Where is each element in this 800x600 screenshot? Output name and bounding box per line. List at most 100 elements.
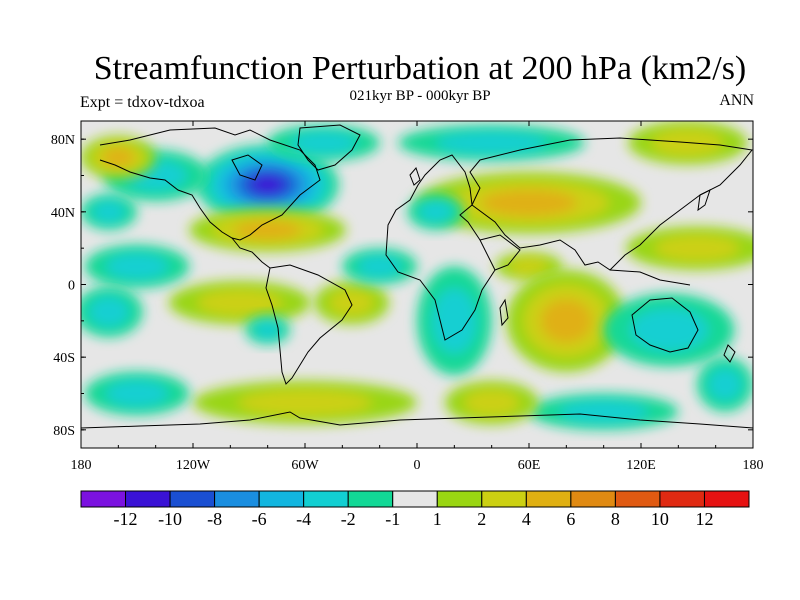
- field-contour: [234, 220, 302, 240]
- colorbar-label: 10: [651, 509, 669, 529]
- field-anomaly: [81, 135, 156, 180]
- field-anomaly: [342, 248, 417, 285]
- colorbar-swatch: [614, 490, 661, 508]
- colorbar-swatch: [570, 490, 616, 508]
- field-anomaly: [314, 280, 389, 325]
- lon-tick-label: 120E: [626, 458, 656, 473]
- colorbar-swatch: [436, 490, 483, 508]
- colorbar-label: 2: [477, 509, 486, 529]
- field-contour: [251, 175, 285, 194]
- coastlines: [81, 124, 753, 429]
- colorbar-swatch: [169, 490, 216, 508]
- field-contour: [290, 131, 358, 154]
- field-anomaly: [697, 357, 753, 412]
- colorbar-label: 6: [566, 509, 575, 529]
- field-anomaly: [168, 280, 311, 325]
- field-anomaly: [626, 226, 753, 270]
- field-contour: [435, 131, 548, 154]
- plot-subtitle: 021kyr BP - 000kyr BP: [349, 88, 491, 104]
- lat-tick-label: 0: [68, 279, 75, 294]
- lat-tick-label: 80S: [53, 424, 75, 439]
- coastline-antarctica: [81, 411, 753, 429]
- field-contour: [197, 289, 283, 316]
- field-contour: [540, 299, 592, 343]
- field-anomaly: [81, 193, 137, 230]
- colorbar-label: -10: [158, 509, 182, 529]
- colorbar-swatch: [481, 490, 527, 508]
- coastline-north-america: [99, 127, 321, 241]
- coastline-madagascar: [499, 298, 509, 327]
- field-anomaly: [445, 380, 539, 425]
- colorbar-swatch: [258, 490, 305, 508]
- season-label: ANN: [719, 92, 754, 109]
- colorbar-swatch: [659, 490, 705, 508]
- field-anomaly: [84, 371, 190, 416]
- experiment-label: Expt = tdxov-tdxoa: [80, 94, 205, 111]
- field-anomaly: [81, 286, 143, 338]
- colorbar-swatch: [125, 490, 171, 508]
- field-contour: [329, 289, 375, 316]
- field-contour: [237, 389, 373, 416]
- field-contour: [463, 389, 520, 416]
- field-anomaly: [196, 144, 339, 225]
- coastline-indonesia: [609, 269, 691, 286]
- colorbar-label: 4: [522, 509, 531, 529]
- field-anomaly: [398, 124, 585, 161]
- field-anomaly: [193, 380, 417, 425]
- field-contour: [254, 321, 282, 339]
- coastline-europe-africa: [385, 154, 496, 341]
- colorbar-swatch: [303, 490, 349, 508]
- lat-tick-label: 80N: [51, 133, 75, 148]
- field-anomaly: [407, 193, 464, 230]
- plot-title: Streamfunction Perturbation at 200 hPa (…: [93, 50, 747, 87]
- colorbar-swatch: [392, 490, 438, 508]
- field-anomaly: [417, 266, 492, 376]
- field-contour: [357, 255, 403, 278]
- field-contour: [629, 308, 709, 352]
- colorbar-swatch: [80, 490, 127, 508]
- field-anomaly: [267, 124, 380, 161]
- colorbar-swatch: [525, 490, 572, 508]
- field-anomaly: [529, 393, 679, 430]
- colorbar-label: -2: [341, 509, 356, 529]
- colorbar-label: -4: [296, 509, 311, 529]
- coastline-asia: [469, 137, 753, 271]
- longitude-axis: 180 120W 60W 0 60E 120E 180: [71, 121, 764, 473]
- field-contour: [481, 189, 577, 216]
- field-anomaly: [417, 171, 641, 234]
- lon-tick-label: 180: [743, 458, 764, 473]
- lon-tick-label: 0: [414, 458, 421, 473]
- lon-tick-label: 120W: [176, 458, 211, 473]
- colorbar-label: 8: [611, 509, 620, 529]
- field-contour: [508, 257, 550, 276]
- field-contour: [105, 380, 169, 407]
- field-anomaly: [245, 315, 291, 345]
- field-anomaly: [506, 269, 627, 372]
- latitude-axis: 80N 40N 0 40S 80S: [51, 133, 753, 439]
- lon-tick-label: 180: [71, 458, 92, 473]
- coastline-arabia: [479, 234, 521, 271]
- field-contour: [418, 200, 453, 223]
- coastline-greenland: [297, 124, 361, 171]
- coastline-south-america: [265, 264, 353, 385]
- colorbar-label: 12: [695, 509, 713, 529]
- field-contour: [708, 368, 742, 401]
- field-contour: [558, 400, 649, 423]
- colorbar: -12 -10 -8 -6 -4 -2 -1 1 2 4 6 8 10 12: [80, 490, 750, 529]
- field-contour: [88, 296, 130, 328]
- field-contour: [431, 288, 477, 354]
- colorbar-label: 1: [433, 509, 442, 529]
- colorbar-swatch: [347, 490, 394, 508]
- colorbar-label: -12: [114, 509, 138, 529]
- lon-tick-label: 60W: [291, 458, 319, 473]
- field-anomaly: [603, 293, 735, 367]
- coastline-hudson-bay: [231, 154, 263, 181]
- field-contour: [654, 235, 740, 262]
- coastline-gulf-of-mexico: [231, 237, 271, 269]
- field-anomaly: [84, 244, 190, 289]
- field-contour: [105, 253, 169, 280]
- coastline-japan: [697, 189, 711, 212]
- streamfunction-field: [81, 121, 753, 430]
- coastline-new-zealand: [723, 344, 736, 363]
